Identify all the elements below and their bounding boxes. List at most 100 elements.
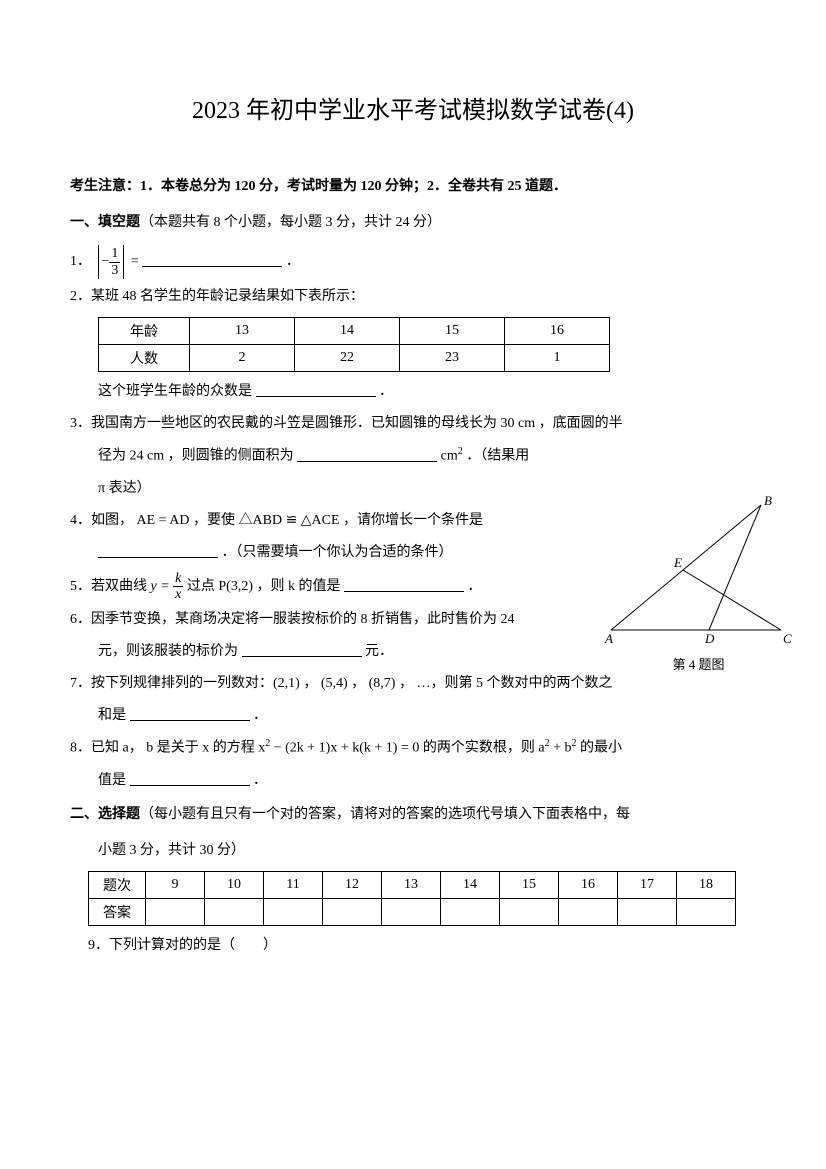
cell: 13 (190, 318, 295, 345)
fraction-1-3: 1 3 (109, 246, 120, 278)
q7-b2: ． (253, 708, 267, 723)
question-2-after: 这个班学生年龄的众数是 ． (70, 378, 756, 406)
q2-after-b: ． (379, 384, 393, 399)
question-3-line2: 径为 24 cm ，则圆锥的侧面积为 cm2 ．（结果用 (70, 442, 756, 471)
q4-b: ．（只需要填一个你认为合适的条件） (222, 545, 453, 560)
cell: 18 (677, 872, 736, 899)
answer-cell[interactable] (500, 899, 559, 926)
abs-expression: − 1 3 (95, 245, 128, 279)
q2-after-a: 这个班学生年龄的众数是 (98, 384, 252, 399)
frac-num-k: k (173, 571, 183, 587)
answer-cell[interactable] (205, 899, 264, 926)
cell: 11 (264, 872, 323, 899)
answer-cell[interactable] (146, 899, 205, 926)
figure-q4: A B C D E 第 4 题图 (601, 495, 796, 673)
question-8-line1: 8．已知 a， b 是关于 x 的方程 x2 − (2k + 1)x + k(k… (70, 734, 756, 763)
frac-den: 3 (109, 263, 120, 278)
blank-q2[interactable] (256, 382, 376, 397)
q5-b: 过点 P(3,2) ，则 k 的值是 (187, 579, 341, 594)
th-qnum: 题次 (89, 872, 146, 899)
cell: 13 (382, 872, 441, 899)
label-C: C (783, 631, 792, 645)
section2-label: 二、选择题 (70, 807, 140, 822)
q8-a4: 的最小 (576, 741, 622, 756)
answer-cell[interactable] (323, 899, 382, 926)
th-answer: 答案 (89, 899, 146, 926)
table-row: 人数 2 22 23 1 (99, 345, 610, 372)
fraction-k-x: k x (173, 571, 183, 603)
blank-q6[interactable] (242, 642, 362, 657)
table-row: 答案 (89, 899, 736, 926)
q3-b2: cm (441, 449, 458, 464)
q5-c: ． (468, 579, 482, 594)
answer-cell[interactable] (441, 899, 500, 926)
label-E: E (673, 555, 682, 570)
section1-desc: （本题共有 8 个小题，每小题 3 分，共计 24 分） (140, 215, 441, 230)
abs-bar-right (123, 245, 124, 279)
blank-q3[interactable] (297, 447, 437, 462)
cell: 15 (500, 872, 559, 899)
figure-caption: 第 4 题图 (601, 654, 796, 673)
cell: 12 (323, 872, 382, 899)
cell: 9 (146, 872, 205, 899)
section2-desc: （每小题有且只有一个对的答案，请将对的答案的选项代号填入下面表格中，每 (140, 807, 630, 822)
triangle-diagram: A B C D E (601, 495, 796, 645)
label-D: D (704, 631, 715, 645)
answer-table: 题次 9 10 11 12 13 14 15 16 17 18 答案 (88, 871, 736, 926)
q7-b1: 和是 (98, 708, 126, 723)
blank-q1[interactable] (142, 252, 282, 267)
q5-a: 5．若双曲线 (70, 579, 151, 594)
cell: 16 (559, 872, 618, 899)
blank-q4[interactable] (98, 543, 218, 558)
question-8-line2: 值是 ． (70, 767, 756, 795)
answer-cell[interactable] (559, 899, 618, 926)
line-CE (683, 570, 781, 630)
th-count: 人数 (99, 345, 190, 372)
age-table: 年龄 13 14 15 16 人数 2 22 23 1 (98, 317, 610, 372)
table-row: 年龄 13 14 15 16 (99, 318, 610, 345)
label-A: A (604, 631, 613, 645)
blank-q5[interactable] (344, 577, 464, 592)
blank-q8[interactable] (130, 771, 250, 786)
cell: 22 (295, 345, 400, 372)
q8-a3: + b (550, 741, 572, 756)
cell: 10 (205, 872, 264, 899)
section2-line2: 小题 3 分，共计 30 分） (70, 837, 756, 865)
answer-cell[interactable] (382, 899, 441, 926)
answer-cell[interactable] (677, 899, 736, 926)
blank-q7[interactable] (130, 706, 250, 721)
q8-b2: ． (253, 773, 267, 788)
neg-sign: − (102, 248, 110, 276)
th-age: 年龄 (99, 318, 190, 345)
page-title: 2023 年初中学业水平考试模拟数学试卷(4) (70, 90, 756, 125)
section2-heading: 二、选择题（每小题有且只有一个对的答案，请将对的答案的选项代号填入下面表格中，每 (70, 803, 756, 823)
question-3-line1: 3．我国南方一些地区的农民戴的斗笠是圆锥形．已知圆锥的母线长为 30 cm ，底… (70, 410, 756, 438)
line-AB (611, 505, 761, 630)
label-B: B (764, 495, 772, 508)
question-9: 9．下列计算对的的是（ ） (88, 932, 756, 960)
cell: 23 (400, 345, 505, 372)
q1-num: 1． (70, 254, 91, 269)
question-7-line1: 7．按下列规律排列的一列数对：(2,1) ， (5,4) ， (8,7) ， …… (70, 670, 756, 698)
q6-b1: 元，则该服装的标价为 (98, 644, 238, 659)
answer-cell[interactable] (264, 899, 323, 926)
q5-y: y = (151, 579, 174, 594)
q8-a1: 8．已知 a， b 是关于 x 的方程 x (70, 741, 265, 756)
cell: 2 (190, 345, 295, 372)
q3-b3: ．（结果用 (466, 449, 529, 464)
q8-b1: 值是 (98, 773, 126, 788)
abs-bar-left (98, 245, 99, 279)
section1-label: 一、填空题 (70, 215, 140, 230)
exam-notice: 考生注意：1．本卷总分为 120 分，考试时量为 120 分钟；2．全卷共有 2… (70, 175, 756, 195)
sq: 2 (458, 446, 463, 457)
question-7-line2: 和是 ． (70, 702, 756, 730)
question-1: 1． − 1 3 = ． (70, 245, 756, 279)
frac-num: 1 (109, 246, 120, 262)
q1-period: ． (286, 254, 300, 269)
cell: 1 (505, 345, 610, 372)
answer-cell[interactable] (618, 899, 677, 926)
cell: 17 (618, 872, 677, 899)
question-2: 2．某班 48 名学生的年龄记录结果如下表所示： (70, 283, 756, 311)
frac-den-x: x (173, 587, 183, 602)
q8-a2: − (2k + 1)x + k(k + 1) = 0 的两个实数根，则 a (270, 741, 544, 756)
